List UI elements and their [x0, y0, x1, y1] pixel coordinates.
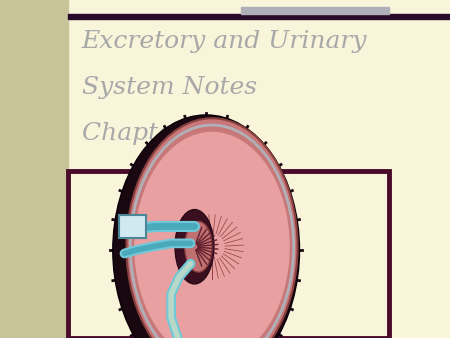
- Bar: [68, 171, 389, 338]
- Text: System Notes: System Notes: [82, 76, 257, 99]
- Bar: [119, 215, 146, 238]
- Ellipse shape: [175, 210, 214, 284]
- Ellipse shape: [126, 118, 297, 338]
- Bar: [68, 14, 450, 19]
- Bar: [241, 7, 389, 14]
- Text: Chapter 15: Chapter 15: [82, 122, 224, 145]
- Ellipse shape: [113, 115, 300, 338]
- Ellipse shape: [185, 221, 212, 272]
- Ellipse shape: [134, 132, 290, 338]
- Text: Excretory and Urinary: Excretory and Urinary: [82, 30, 367, 53]
- Bar: [0, 0, 68, 338]
